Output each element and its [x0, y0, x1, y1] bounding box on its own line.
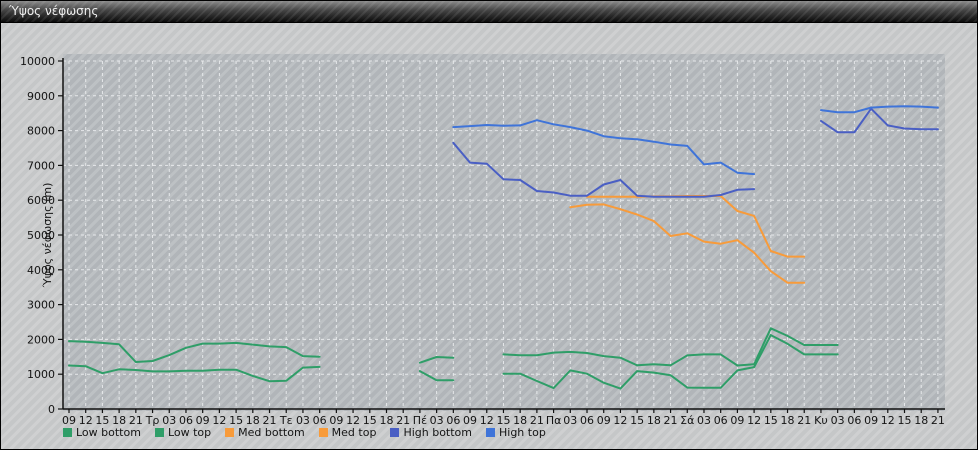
- legend-label-med-top: Med top: [331, 426, 377, 439]
- svg-text:12: 12: [747, 414, 761, 427]
- svg-text:15: 15: [496, 414, 510, 427]
- low-bottom-swatch: [63, 428, 72, 437]
- svg-text:15: 15: [630, 414, 644, 427]
- titlebar: Ύψος νέφωσης: [1, 1, 977, 23]
- window-title: Ύψος νέφωσης: [9, 4, 99, 18]
- svg-text:06: 06: [313, 414, 327, 427]
- cloud-height-chart: 0 1000 2000 3000 4000 5000 6000 7000 8000 9000 100…: [20, 55, 945, 427]
- legend-label-low-top: Low top: [167, 426, 212, 439]
- svg-text:03: 03: [831, 414, 845, 427]
- legend-item-high-bottom: High bottom: [390, 426, 472, 439]
- svg-text:06: 06: [446, 414, 460, 427]
- legend: Low bottom Low top Med bottom Med top Hi…: [63, 426, 546, 439]
- svg-text:09: 09: [329, 414, 343, 427]
- svg-text:5000: 5000: [27, 229, 55, 242]
- legend-label-high-top: High top: [499, 426, 546, 439]
- svg-text:Πέ: Πέ: [413, 414, 427, 427]
- svg-text:6000: 6000: [27, 194, 55, 207]
- svg-text:18: 18: [914, 414, 928, 427]
- svg-text:Κυ: Κυ: [814, 414, 828, 427]
- svg-text:12: 12: [881, 414, 895, 427]
- legend-label-low-bottom: Low bottom: [76, 426, 141, 439]
- svg-text:03: 03: [563, 414, 577, 427]
- svg-text:12: 12: [480, 414, 494, 427]
- svg-text:7000: 7000: [27, 159, 55, 172]
- svg-text:21: 21: [396, 414, 410, 427]
- svg-text:06: 06: [179, 414, 193, 427]
- svg-text:03: 03: [697, 414, 711, 427]
- svg-text:15: 15: [764, 414, 778, 427]
- svg-text:15: 15: [363, 414, 377, 427]
- svg-text:Σά: Σά: [680, 414, 694, 427]
- svg-text:18: 18: [379, 414, 393, 427]
- svg-text:0: 0: [48, 403, 55, 416]
- svg-text:15: 15: [898, 414, 912, 427]
- svg-text:Πα: Πα: [546, 414, 562, 427]
- svg-text:06: 06: [714, 414, 728, 427]
- svg-text:21: 21: [530, 414, 544, 427]
- high-top-swatch: [486, 428, 495, 437]
- legend-item-med-top: Med top: [318, 426, 377, 439]
- svg-text:3000: 3000: [27, 299, 55, 312]
- svg-text:21: 21: [664, 414, 678, 427]
- svg-text:09: 09: [597, 414, 611, 427]
- svg-text:09: 09: [730, 414, 744, 427]
- svg-text:15: 15: [95, 414, 109, 427]
- svg-text:06: 06: [580, 414, 594, 427]
- svg-text:Ύψος νέφωσης (m): Ύψος νέφωσης (m): [41, 183, 54, 289]
- svg-text:12: 12: [212, 414, 226, 427]
- svg-text:4000: 4000: [27, 264, 55, 277]
- high-bottom-swatch: [390, 428, 400, 437]
- svg-text:1000: 1000: [27, 368, 55, 381]
- svg-text:09: 09: [196, 414, 210, 427]
- legend-item-low-top: Low top: [154, 426, 212, 439]
- med-top-swatch: [318, 428, 328, 437]
- svg-text:12: 12: [613, 414, 627, 427]
- svg-text:18: 18: [781, 414, 795, 427]
- med-bottom-swatch: [225, 428, 235, 437]
- svg-text:9000: 9000: [27, 90, 55, 103]
- legend-item-med-bottom: Med bottom: [225, 426, 305, 439]
- legend-item-low-bottom: Low bottom: [63, 426, 141, 439]
- chart-area: 0 1000 2000 3000 4000 5000 6000 7000 8000 9000 100…: [1, 23, 977, 449]
- svg-text:03: 03: [162, 414, 176, 427]
- svg-text:09: 09: [864, 414, 878, 427]
- svg-text:21: 21: [931, 414, 945, 427]
- legend-label-high-bottom: High bottom: [403, 426, 472, 439]
- svg-text:2000: 2000: [27, 333, 55, 346]
- svg-text:18: 18: [647, 414, 661, 427]
- svg-text:21: 21: [263, 414, 277, 427]
- svg-text:03: 03: [296, 414, 310, 427]
- svg-text:21: 21: [129, 414, 143, 427]
- low-top-swatch: [154, 428, 164, 437]
- svg-text:10000: 10000: [20, 55, 55, 68]
- svg-text:Τε: Τε: [279, 414, 293, 427]
- svg-text:18: 18: [246, 414, 260, 427]
- svg-text:15: 15: [229, 414, 243, 427]
- svg-text:06: 06: [847, 414, 861, 427]
- legend-item-high-top: High top: [486, 426, 546, 439]
- svg-text:12: 12: [79, 414, 93, 427]
- svg-text:09: 09: [463, 414, 477, 427]
- svg-text:09: 09: [62, 414, 76, 427]
- svg-text:8000: 8000: [27, 125, 55, 138]
- svg-text:Τρ: Τρ: [145, 414, 160, 427]
- svg-text:12: 12: [346, 414, 360, 427]
- legend-label-med-bottom: Med bottom: [238, 426, 305, 439]
- svg-text:21: 21: [797, 414, 811, 427]
- svg-text:18: 18: [513, 414, 527, 427]
- svg-text:18: 18: [112, 414, 126, 427]
- svg-text:03: 03: [430, 414, 444, 427]
